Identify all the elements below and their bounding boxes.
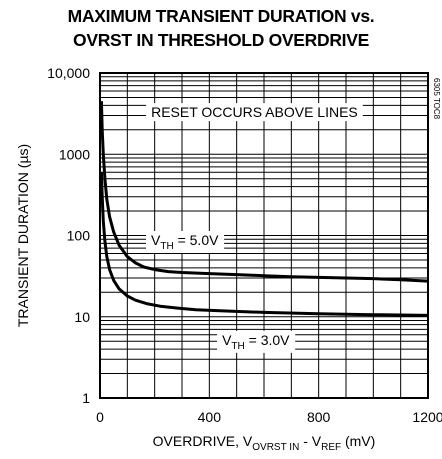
chart-title-line-2: OVRST IN THRESHOLD OVERDRIVE xyxy=(73,30,369,50)
series-line-1 xyxy=(99,101,429,283)
y-tick-label: 100 xyxy=(67,228,91,244)
x-tick-label: 800 xyxy=(307,409,331,425)
series-label-1: VTH = 5.0V xyxy=(146,231,225,254)
x-tick-label: 0 xyxy=(96,409,104,425)
y-tick-label: 1000 xyxy=(59,146,90,162)
x-axis-label-sub1: OVRST IN xyxy=(252,442,299,453)
y-tick-label: 10 xyxy=(74,309,90,325)
x-axis-label: OVERDRIVE, VOVRST IN - VREF (mV) xyxy=(153,433,376,453)
series-label-1-text: VTH = 5.0V xyxy=(151,232,219,252)
figure-code: 6305 TOC8 xyxy=(432,78,441,120)
chart-title-line-1: MAXIMUM TRANSIENT DURATION vs. xyxy=(67,6,375,26)
plot-frame xyxy=(99,72,429,399)
series-label-2: VTH = 3.0V xyxy=(217,330,296,353)
series-label-2-part: V xyxy=(222,332,232,348)
annotation-1-background xyxy=(146,103,363,122)
x-axis-label-mid: - V xyxy=(299,433,321,449)
series-layer xyxy=(99,101,429,317)
ticks-layer: 0 400 800 1200 1 10 100 1000 10,000 xyxy=(47,65,442,425)
series-label-2-text: VTH = 3.0V xyxy=(222,332,290,352)
y-tick-label: 1 xyxy=(82,390,90,406)
x-axis-label-unit: (mV) xyxy=(341,433,375,449)
x-axis-label-main: OVERDRIVE, V xyxy=(153,433,253,449)
annotation-1-part: RESET OCCURS ABOVE LINES xyxy=(151,104,358,120)
x-tick-label: 1200 xyxy=(412,409,442,425)
series-label-1-background xyxy=(146,231,225,254)
series-label-1-part: = 5.0V xyxy=(174,232,219,248)
series-label-2-part: TH xyxy=(231,341,244,352)
y-tick-label: 10,000 xyxy=(47,65,90,81)
series-label-1-part: V xyxy=(151,232,161,248)
x-axis-label-sub2: REF xyxy=(321,442,341,453)
annotation-1-text: RESET OCCURS ABOVE LINES xyxy=(151,104,358,120)
x-tick-label: 400 xyxy=(198,409,222,425)
grid xyxy=(100,73,428,398)
series-label-1-part: TH xyxy=(160,241,173,252)
y-axis-label: TRANSIENT DURATION (µs) xyxy=(15,144,31,327)
series-line-2 xyxy=(99,172,429,317)
annotation-1: RESET OCCURS ABOVE LINES xyxy=(146,103,363,122)
series-label-2-part: = 3.0V xyxy=(245,332,290,348)
series-label-2-background xyxy=(217,330,296,353)
